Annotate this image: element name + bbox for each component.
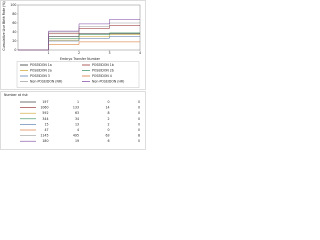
- risk-count: 0: [138, 100, 140, 104]
- risk-count: 0: [107, 100, 109, 104]
- legend-label: POSEIDON 1a: [30, 63, 52, 67]
- risk-count: 0: [107, 128, 109, 132]
- x-tick-label: 3: [108, 51, 110, 55]
- legend-label: POSEIDON 4: [92, 74, 112, 78]
- risk-count: 1145: [40, 134, 48, 138]
- risk-count: 1: [77, 100, 79, 104]
- legend-label: Non-POSEIDON (HR): [92, 80, 124, 84]
- y-tick-label: 40: [12, 30, 16, 34]
- x-tick-label: 4: [139, 51, 141, 55]
- y-tick-label: 80: [12, 12, 16, 16]
- risk-count: 47: [44, 128, 48, 132]
- risk-count: 180: [42, 139, 48, 143]
- risk-count: 8: [138, 134, 140, 138]
- risk-count: 34: [75, 117, 79, 121]
- table-title: Number at risk: [4, 93, 28, 97]
- x-tick-label: 1: [47, 51, 49, 55]
- y-tick-label: 20: [12, 39, 16, 43]
- table-frame: [0, 91, 146, 150]
- y-tick-label: 100: [10, 3, 16, 7]
- risk-count: 8: [107, 111, 109, 115]
- risk-count: 495: [73, 134, 79, 138]
- risk-count: 19: [75, 139, 79, 143]
- legend-label: Non-POSEIDON (NR): [30, 80, 62, 84]
- risk-count: 63: [105, 134, 109, 138]
- risk-count: 14: [105, 106, 109, 110]
- risk-count: 0: [138, 139, 140, 143]
- x-axis-label: Embryo Transfer Number: [60, 57, 101, 61]
- risk-count: 1060: [40, 106, 48, 110]
- legend-label: POSEIDON 1b: [92, 63, 114, 67]
- risk-count: 133: [73, 106, 79, 110]
- chart-frame: [0, 0, 146, 90]
- y-tick-label: 60: [12, 21, 16, 25]
- risk-count: 63: [75, 111, 79, 115]
- y-axis-label: Cumulative Live Birth Rate (%): [2, 1, 6, 50]
- chart: Cumulative Live Birth Rate (%) Embryo Tr…: [0, 0, 146, 150]
- legend-label: POSEIDON 2a: [30, 69, 52, 73]
- risk-count: 197: [42, 100, 48, 104]
- y-tick-label: 0: [14, 48, 16, 52]
- risk-count: 592: [42, 111, 48, 115]
- risk-count: 2: [107, 117, 109, 121]
- legend-label: POSEIDON 3: [30, 74, 50, 78]
- legend-frame: [16, 61, 140, 88]
- risk-count: 0: [138, 117, 140, 121]
- risk-count: 0: [138, 122, 140, 126]
- risk-count: 344: [42, 117, 48, 121]
- risk-count: 13: [75, 122, 79, 126]
- risk-count: 0: [138, 106, 140, 110]
- risk-count: 4: [77, 128, 79, 132]
- legend-label: POSEIDON 2b: [92, 69, 114, 73]
- risk-count: 6: [107, 139, 109, 143]
- x-tick-label: 2: [78, 51, 80, 55]
- risk-count: 0: [138, 111, 140, 115]
- risk-count: 15: [44, 122, 48, 126]
- risk-count: 2: [107, 122, 109, 126]
- risk-count: 0: [138, 128, 140, 132]
